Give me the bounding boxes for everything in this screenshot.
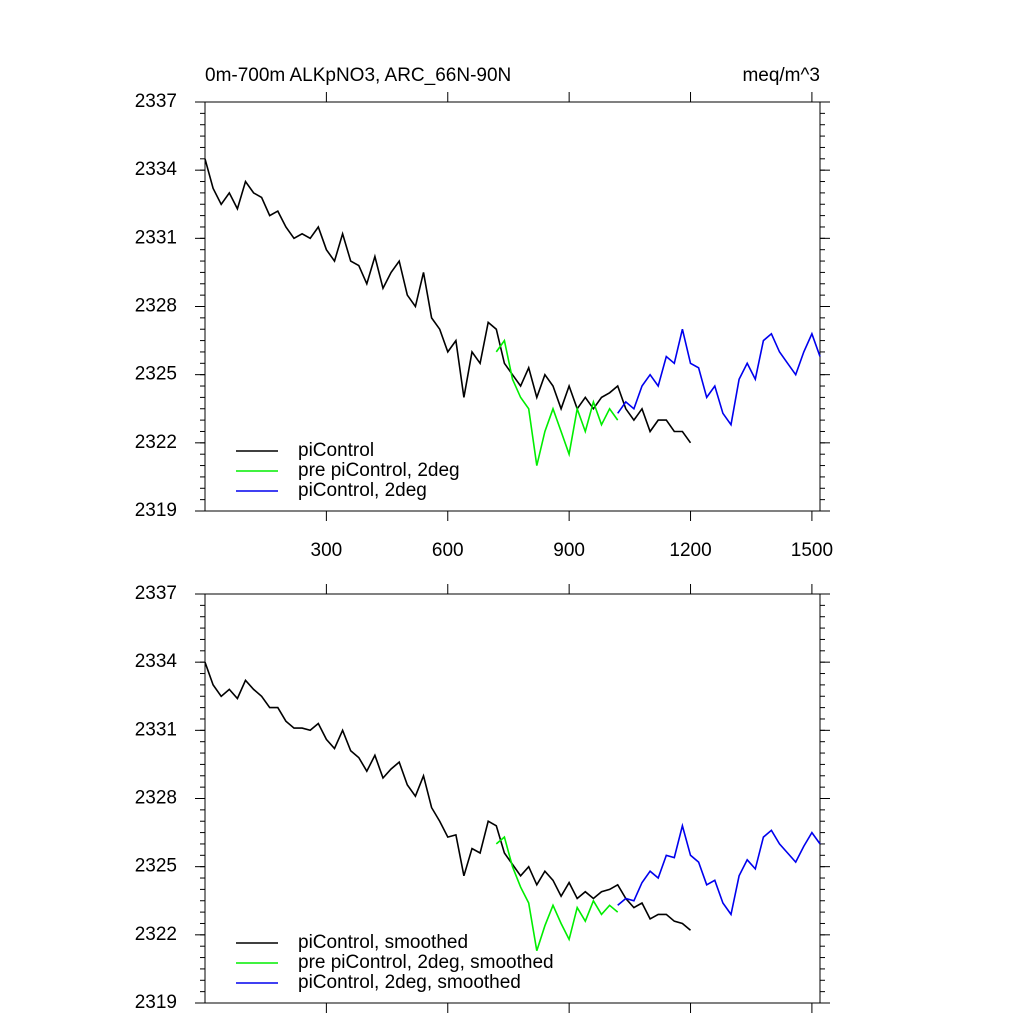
legend-label: piControl xyxy=(298,440,374,461)
y-tick-label: 2322 xyxy=(135,432,177,453)
y-tick-label: 2337 xyxy=(135,91,177,112)
legend-label: piControl, 2deg, smoothed xyxy=(298,972,521,993)
legend-label: pre piControl, 2deg, smoothed xyxy=(298,952,554,973)
y-tick-label: 2334 xyxy=(135,159,178,180)
x-tick-label: 900 xyxy=(553,540,585,561)
x-tick-label: 600 xyxy=(432,540,464,561)
y-tick-label: 2334 xyxy=(135,651,178,672)
chart-title: 0m-700m ALKpNO3, ARC_66N-90N xyxy=(205,65,511,86)
series-line xyxy=(204,158,692,444)
x-tick-label: 1200 xyxy=(669,540,711,561)
y-tick-label: 2331 xyxy=(135,719,177,740)
y-tick-label: 2328 xyxy=(135,296,177,317)
series-line xyxy=(204,661,692,931)
y-tick-label: 2319 xyxy=(135,500,177,521)
y-tick-label: 2325 xyxy=(135,364,177,385)
y-tick-label: 2319 xyxy=(135,992,177,1013)
y-tick-label: 2337 xyxy=(135,583,177,604)
series-line xyxy=(495,835,619,951)
y-tick-label: 2328 xyxy=(135,788,177,809)
y-tick-label: 2331 xyxy=(135,227,177,248)
y-tick-label: 2325 xyxy=(135,856,177,877)
series-line xyxy=(617,822,821,917)
x-tick-label: 1500 xyxy=(791,540,833,561)
y-tick-label: 2322 xyxy=(135,924,177,945)
legend-label: pre piControl, 2deg xyxy=(298,460,460,481)
series-line xyxy=(617,329,821,427)
legend-label: piControl, 2deg xyxy=(298,480,427,501)
series-line xyxy=(495,338,619,466)
legend-label: piControl, smoothed xyxy=(298,932,468,953)
units-label: meq/m^3 xyxy=(742,65,820,86)
x-tick-label: 300 xyxy=(311,540,343,561)
